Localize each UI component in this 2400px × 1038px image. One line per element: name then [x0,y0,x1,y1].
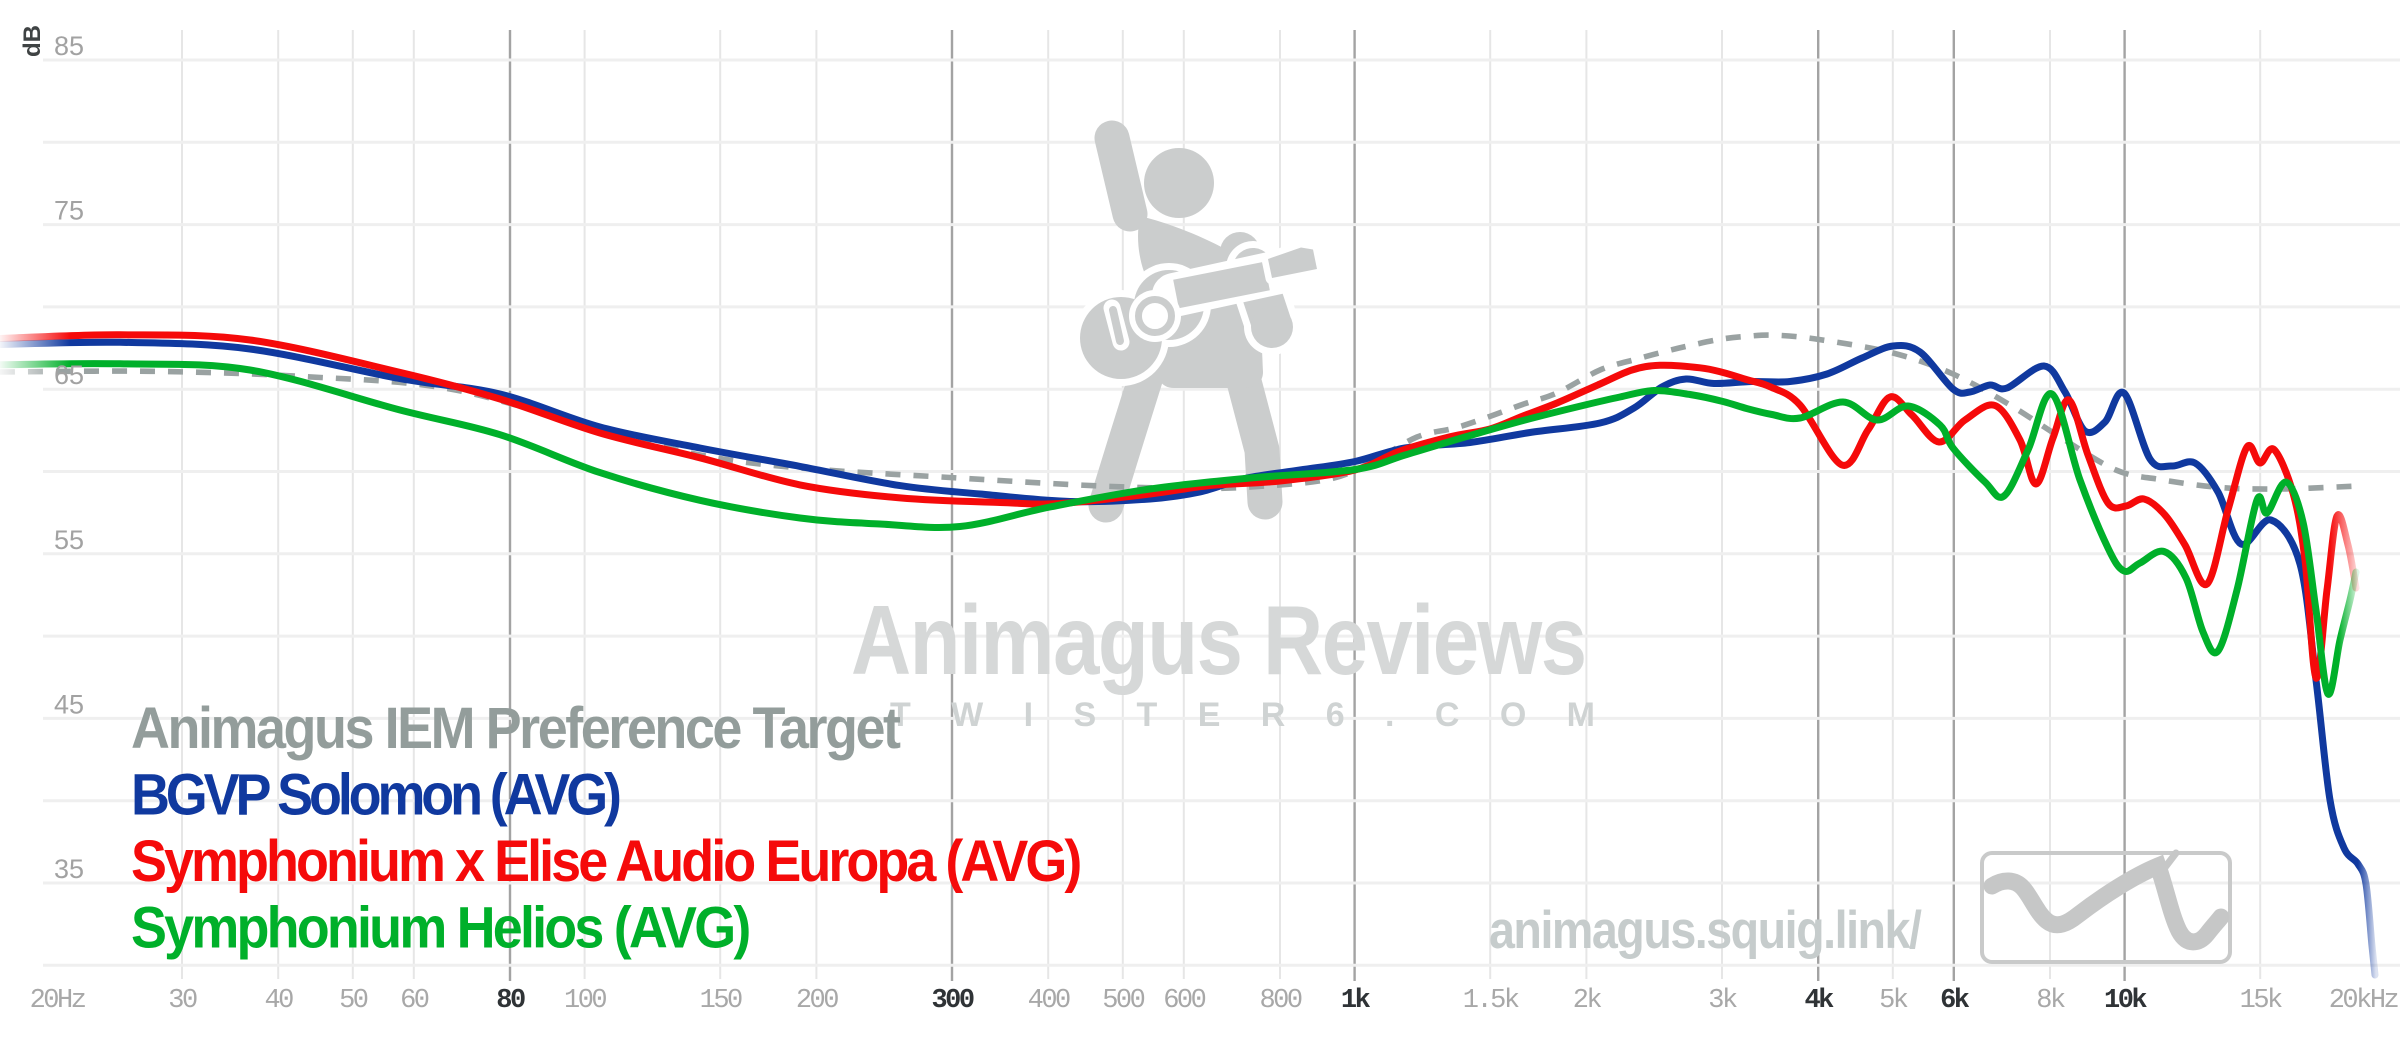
svg-text:85: 85 [54,31,84,61]
svg-text:65: 65 [54,360,84,390]
svg-text:6k: 6k [1940,986,1970,1016]
svg-text:15k: 15k [2240,986,2282,1016]
svg-text:75: 75 [54,196,84,226]
svg-text:20kHz: 20kHz [2329,986,2399,1016]
svg-text:5k: 5k [1879,986,1908,1016]
svg-text:80: 80 [496,986,525,1016]
svg-text:20Hz: 20Hz [30,986,86,1016]
svg-text:10k: 10k [2104,986,2147,1016]
svg-text:1k: 1k [1341,986,1371,1016]
svg-text:40: 40 [264,986,293,1016]
svg-text:500: 500 [1102,986,1144,1016]
svg-text:300: 300 [931,986,973,1016]
svg-text:45: 45 [54,689,84,719]
svg-text:55: 55 [54,525,84,555]
svg-text:100: 100 [564,986,606,1016]
svg-text:3k: 3k [1708,986,1737,1016]
svg-text:Animagus IEM Preference Target: Animagus IEM Preference Target [131,695,901,760]
svg-text:dB: dB [19,25,46,57]
svg-text:600: 600 [1163,986,1205,1016]
svg-text:60: 60 [400,986,429,1016]
svg-text:150: 150 [700,986,742,1016]
svg-text:Symphonium Helios (AVG): Symphonium Helios (AVG) [131,895,751,960]
svg-text:1.5k: 1.5k [1463,986,1519,1016]
svg-text:30: 30 [168,986,197,1016]
svg-text:Symphonium x Elise Audio Europ: Symphonium x Elise Audio Europa (AVG) [131,828,1082,893]
svg-text:35: 35 [54,854,84,884]
svg-text:4k: 4k [1804,986,1834,1016]
svg-text:2k: 2k [1573,986,1602,1016]
svg-text:50: 50 [339,986,368,1016]
svg-text:400: 400 [1028,986,1070,1016]
svg-text:Animagus Reviews: Animagus Reviews [851,587,1587,696]
svg-text:animagus.squig.link/: animagus.squig.link/ [1489,900,1922,959]
svg-text:800: 800 [1259,986,1301,1016]
svg-text:8k: 8k [2036,986,2065,1016]
svg-text:200: 200 [796,986,838,1016]
svg-text:BGVP Solomon (AVG): BGVP Solomon (AVG) [131,762,622,827]
